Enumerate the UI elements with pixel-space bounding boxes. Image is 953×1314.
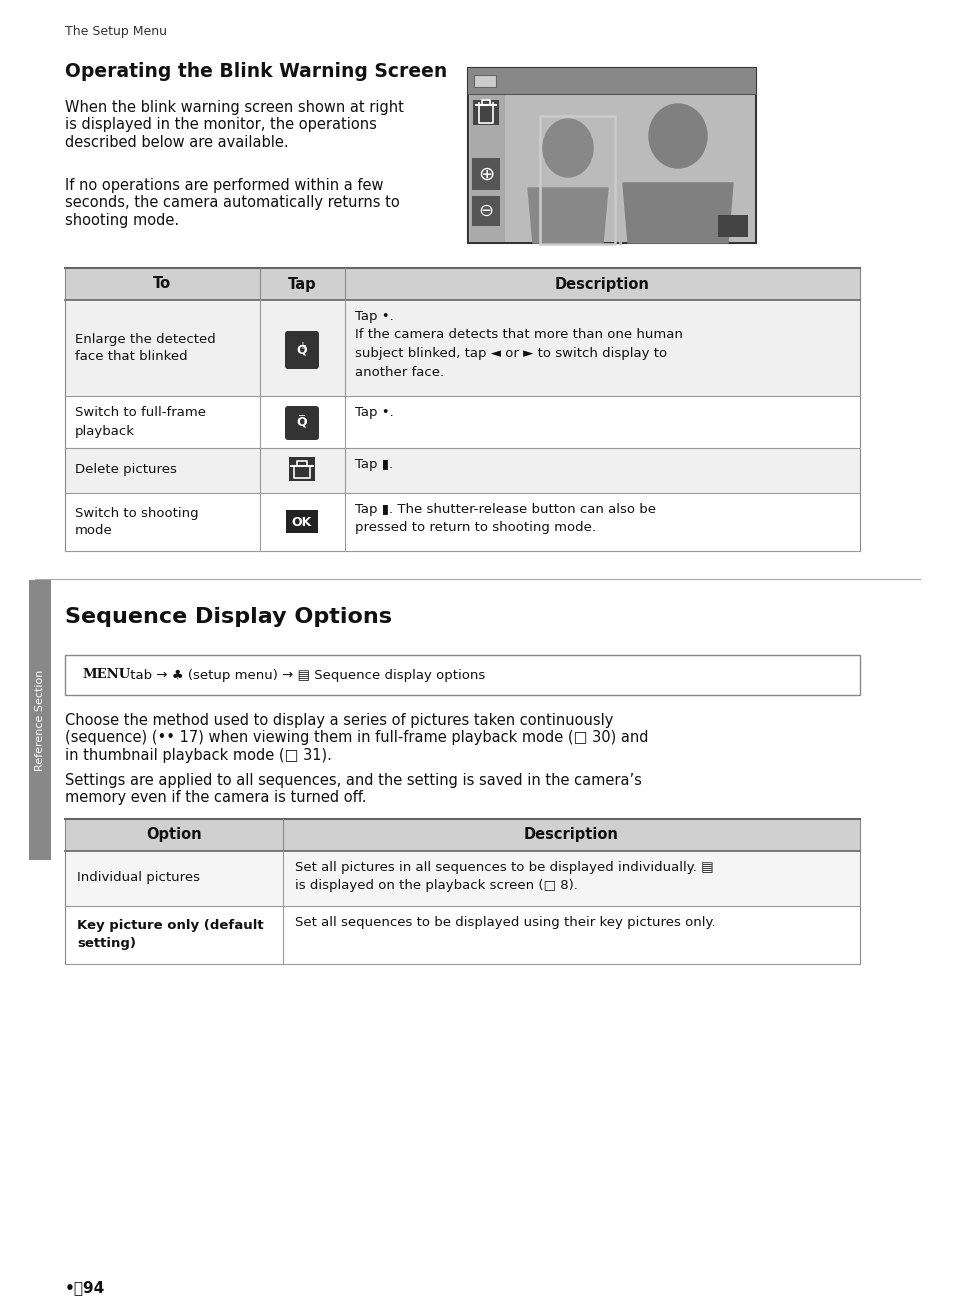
Bar <box>65 448 859 493</box>
Ellipse shape <box>542 120 593 177</box>
Bar <box>65 268 859 300</box>
Bar <box>29 579 51 859</box>
Text: OK: OK <box>292 515 312 528</box>
Text: tab → ♣ (setup menu) → ▤ Sequence display options: tab → ♣ (setup menu) → ▤ Sequence displa… <box>126 669 485 682</box>
Bar <box>468 68 755 243</box>
Bar <box>65 654 859 695</box>
Text: Choose the method used to display a series of pictures taken continuously
(seque: Choose the method used to display a seri… <box>65 714 648 763</box>
Text: Settings are applied to all sequences, and the setting is saved in the camera’s
: Settings are applied to all sequences, a… <box>65 773 641 805</box>
Text: Reference Section: Reference Section <box>35 669 45 771</box>
Text: −: − <box>297 411 306 420</box>
Text: Switch to shooting
mode: Switch to shooting mode <box>75 506 198 537</box>
Text: m: m <box>479 99 492 112</box>
Text: Delete pictures: Delete pictures <box>75 464 176 477</box>
Text: Description: Description <box>523 828 618 842</box>
Bar <box>65 300 859 396</box>
Text: OK: OK <box>723 217 741 227</box>
Text: Option: Option <box>146 828 202 842</box>
FancyBboxPatch shape <box>285 331 318 369</box>
Bar <box>65 493 859 551</box>
Text: ⊕: ⊕ <box>477 164 494 184</box>
Text: Set all pictures in all sequences to be displayed individually. ▤
is displayed o: Set all pictures in all sequences to be … <box>294 861 713 892</box>
Bar <box>286 510 317 533</box>
Text: Enlarge the detected
face that blinked: Enlarge the detected face that blinked <box>75 332 215 364</box>
Bar <box>472 196 499 226</box>
Bar <box>472 158 499 191</box>
Text: Sequence Display Options: Sequence Display Options <box>65 607 392 627</box>
Text: Key picture only (default
setting): Key picture only (default setting) <box>77 920 263 950</box>
Text: Did someone blink?: Did someone blink? <box>554 74 669 87</box>
Bar <box>65 396 859 448</box>
Text: If no operations are performed within a few
seconds, the camera automatically re: If no operations are performed within a … <box>65 177 399 227</box>
Text: MENU: MENU <box>82 669 131 682</box>
Bar <box>474 75 496 87</box>
Bar <box>539 116 615 244</box>
FancyBboxPatch shape <box>285 406 318 440</box>
Text: ⊖: ⊖ <box>478 202 493 219</box>
Text: The Setup Menu: The Setup Menu <box>65 25 167 38</box>
Ellipse shape <box>648 104 706 168</box>
Text: To: To <box>152 276 171 292</box>
Text: Q: Q <box>296 343 307 356</box>
Text: Q: Q <box>296 415 307 428</box>
Text: •⥉94: •⥉94 <box>65 1280 105 1296</box>
Text: When the blink warning screen shown at right
is displayed in the monitor, the op: When the blink warning screen shown at r… <box>65 100 403 150</box>
Text: Tap •.: Tap •. <box>355 406 394 419</box>
Bar <box>65 819 859 851</box>
Bar <box>473 100 498 125</box>
Text: Description: Description <box>554 276 649 292</box>
Bar <box>289 457 314 481</box>
Text: Set all sequences to be displayed using their key pictures only.: Set all sequences to be displayed using … <box>294 916 715 929</box>
Polygon shape <box>527 188 607 243</box>
Bar <box>469 95 754 242</box>
Bar <box>65 851 859 905</box>
Text: Tap ▮.: Tap ▮. <box>355 459 393 470</box>
Text: Switch to full-frame
playback: Switch to full-frame playback <box>75 406 206 438</box>
Bar <box>718 215 747 237</box>
Bar <box>65 905 859 964</box>
Text: Tap: Tap <box>288 276 316 292</box>
Text: Individual pictures: Individual pictures <box>77 871 200 884</box>
Text: +: + <box>297 342 306 351</box>
Ellipse shape <box>476 198 496 223</box>
Bar <box>468 68 755 95</box>
Bar <box>470 95 504 242</box>
Text: Tap •.
If the camera detects that more than one human
subject blinked, tap ◄ or : Tap •. If the camera detects that more t… <box>355 310 682 378</box>
Ellipse shape <box>476 160 496 188</box>
Polygon shape <box>622 183 732 243</box>
Text: Tap ▮. The shutter-release button can also be
pressed to return to shooting mode: Tap ▮. The shutter-release button can al… <box>355 503 656 535</box>
Text: Operating the Blink Warning Screen: Operating the Blink Warning Screen <box>65 62 447 81</box>
